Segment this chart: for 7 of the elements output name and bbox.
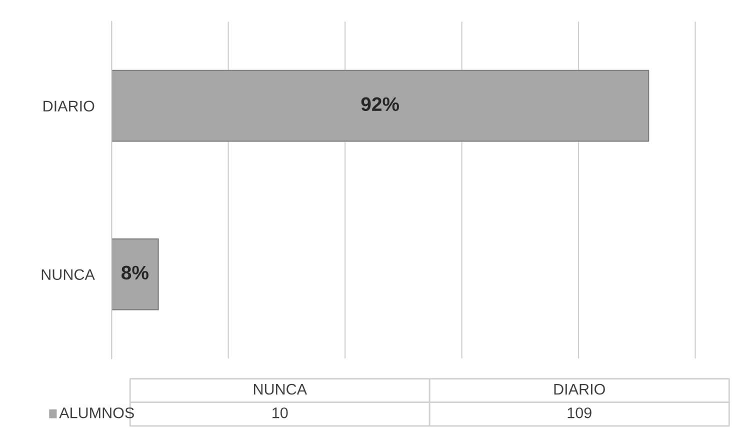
category-label: DIARIO <box>554 384 605 395</box>
data-label: 92% <box>361 97 400 112</box>
text: 109 <box>568 407 592 418</box>
data-label: 8% <box>122 266 148 280</box>
text: 10 <box>272 407 288 418</box>
category-label: NUNCA <box>254 384 308 395</box>
legend-label: ALUMNOS <box>59 407 134 418</box>
